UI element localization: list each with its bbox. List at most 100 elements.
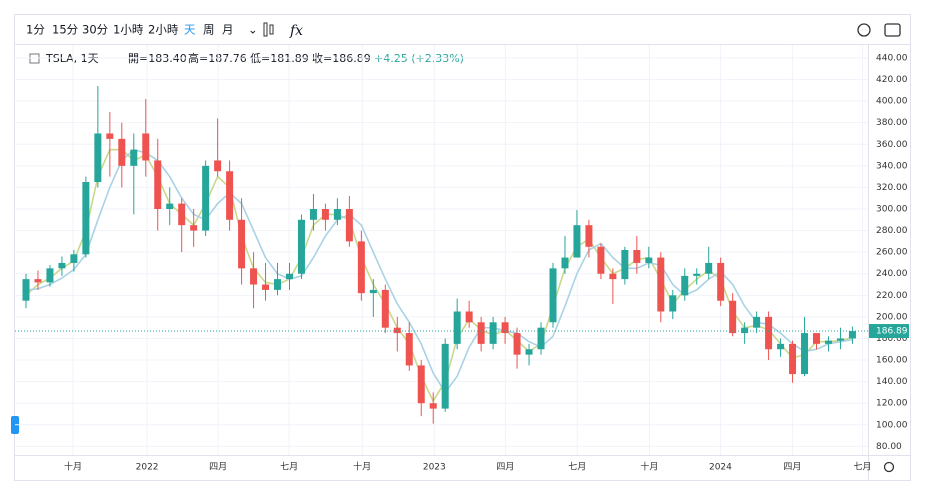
candle-body [202,165,210,231]
interval-button[interactable]: 2小時 [148,23,179,37]
y-tick-label: 300.00 [876,205,908,215]
y-tick-label: 440.00 [876,53,908,63]
y-tick-label: 140.00 [876,377,908,387]
candle-body [717,262,725,301]
candle-body [58,262,66,269]
x-tick-label: 七月 [853,462,871,473]
candle-body [705,262,713,274]
price-tag-label: 186.89 [876,327,908,337]
candle-body [777,343,785,350]
interval-button[interactable]: 1分 [26,23,45,37]
candle-body [214,160,222,172]
x-tick-label: 2024 [709,463,732,473]
x-tick-label: 四月 [496,462,514,473]
candle-body [345,209,353,242]
interval-button[interactable]: 15分 [52,23,79,37]
candle-body [621,250,629,280]
frame [14,14,911,481]
y-tick-label: 160.00 [876,356,908,366]
candle-body [836,338,844,341]
candle-body [561,257,569,269]
candle-body [130,149,138,166]
candle-body [609,273,617,280]
candle-body [465,311,473,323]
candle-body [118,138,126,166]
candle-body [741,327,749,334]
interval-button[interactable]: 30分 [82,23,109,37]
legend-low: 低=181.89 [250,52,309,65]
symbol-icon [29,53,40,64]
interval-button[interactable]: 周 [203,23,215,37]
y-tick-label: 120.00 [876,399,908,409]
y-tick-label: 360.00 [876,140,908,150]
candle-body [250,268,258,285]
candle-body [657,257,665,312]
candle-body [106,133,114,139]
candle-body [729,300,737,334]
y-tick-label: 420.00 [876,75,908,85]
candle-body [154,160,162,209]
candle-body [645,257,653,263]
interval-button[interactable]: 1小時 [113,23,144,37]
axis-settings[interactable] [883,461,895,473]
candle-body [94,133,102,183]
interval-button[interactable]: 天 [184,23,196,37]
settings-button[interactable] [857,23,871,37]
y-tick-label: 180.00 [876,334,908,344]
candle-body [573,225,581,258]
candle-body [812,333,820,344]
candle-body [501,322,509,334]
x-tick-label: 四月 [783,462,801,473]
x-tick-label: 十月 [640,461,658,473]
x-tick-label: 2023 [423,463,446,473]
candle-body [82,182,90,255]
y-tick-label: 400.00 [876,97,908,107]
x-tick-label: 七月 [568,462,586,473]
candle-body [549,268,557,323]
candle-body [765,316,773,350]
moving-average [25,148,853,394]
y-tick-label: 220.00 [876,291,908,301]
candle-body [669,295,677,312]
candle-body [429,403,437,409]
candle-body [381,289,389,328]
price-tag [869,324,909,339]
x-tick-label: 2022 [136,463,159,473]
candle-body [537,327,545,350]
candle-body [46,268,54,283]
legend-change: +4.25 (+2.33%) [374,52,464,65]
indicators-button[interactable] [263,22,274,37]
candle-body [753,316,761,328]
candle-body [333,209,341,220]
candle-body [513,333,521,355]
symbol[interactable]: TSLA, 1天 [45,52,99,65]
y-tick-label: 80.00 [876,442,902,452]
candle-body [417,365,425,404]
candle-body [693,273,701,276]
y-tick-label: 380.00 [876,118,908,128]
candle-body [166,203,174,209]
fx-button[interactable]: fx [289,23,303,39]
candle-body [142,133,150,161]
y-tick-label: 260.00 [876,248,908,258]
y-tick-label: 240.00 [876,269,908,279]
candle-body [369,289,377,294]
candle-body [34,279,42,283]
candle-body [22,279,30,301]
candle-body [477,322,485,344]
dropdown-caret[interactable]: ⌄ [248,23,258,37]
candle-body [190,225,198,231]
candle-body [274,279,282,290]
x-tick-label: 四月 [209,462,227,473]
candle-body [321,209,329,220]
candle-body [238,219,246,269]
candle-body [848,331,856,339]
candle-body [585,225,593,247]
interval-button[interactable]: 月 [222,23,234,37]
y-tick-label: 320.00 [876,183,908,193]
candle-body [405,333,413,366]
candle-body [297,219,305,274]
snapshot-button[interactable] [884,23,901,37]
